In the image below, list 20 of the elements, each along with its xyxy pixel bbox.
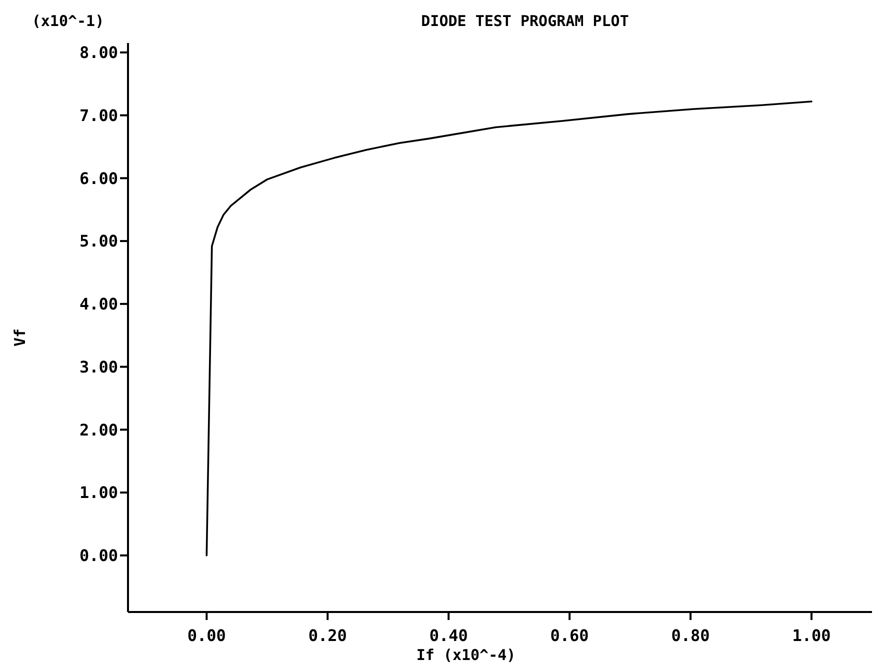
y-tick-label: 4.00 (79, 294, 118, 314)
x-tick-label: 0.80 (671, 626, 710, 645)
x-tick-label: 1.00 (792, 626, 831, 645)
x-tick-label: 0.20 (308, 626, 347, 645)
y-tick-label: 7.00 (79, 106, 118, 125)
y-tick-label: 0.00 (79, 546, 118, 566)
y-axis-title: Vf (11, 328, 29, 347)
y-tick-label: 1.00 (79, 483, 118, 502)
x-axis-title: If (x10^-4) (416, 646, 516, 664)
x-tick-label: 0.60 (550, 626, 589, 645)
x-tick-label: 0.40 (429, 626, 468, 645)
y-tick-label: 3.00 (79, 357, 118, 376)
line-series (206, 100, 812, 556)
text: (x10^-1) (32, 12, 104, 30)
x-tick-label: 0.00 (187, 626, 226, 645)
y-tick-label: 8.00 (79, 43, 118, 62)
y-tick-label: 5.00 (79, 232, 118, 251)
chart-title: DIODE TEST PROGRAM PLOT (421, 12, 629, 30)
y-tick-label: 6.00 (79, 168, 118, 188)
y-tick-label: 2.00 (79, 420, 118, 440)
